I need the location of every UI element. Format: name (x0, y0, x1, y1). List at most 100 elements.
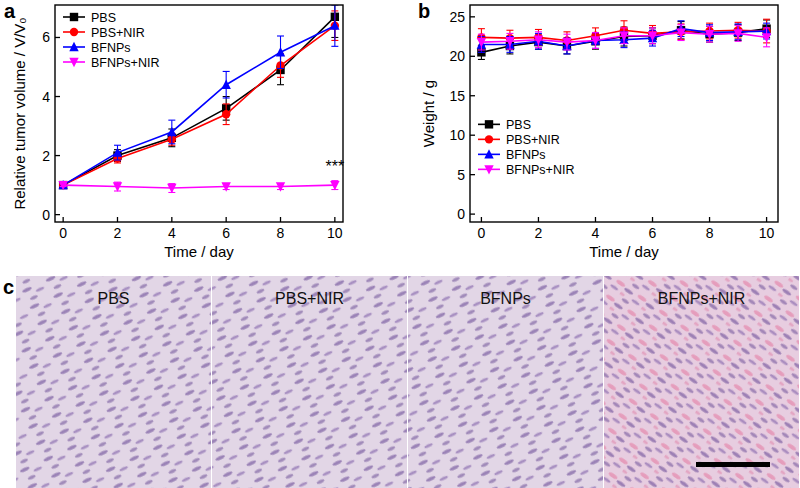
marker (562, 38, 571, 47)
error-cap (621, 27, 628, 28)
series-line (63, 17, 335, 185)
x-tick (709, 217, 710, 222)
x-tick-label: 10 (327, 225, 343, 241)
plot-area (58, 5, 339, 193)
legend-marker (69, 58, 78, 67)
error-cap (678, 20, 685, 21)
y-tick-label: 25 (449, 9, 465, 25)
y-tick-label: 15 (449, 88, 465, 104)
error-cap (621, 20, 628, 21)
error-cap (168, 146, 175, 147)
marker (113, 182, 122, 191)
series-line (481, 29, 766, 53)
error-cap (563, 53, 570, 54)
error-cap (735, 22, 742, 23)
error-cap (114, 145, 121, 146)
marker (648, 32, 657, 41)
annotation: *** (326, 158, 345, 175)
error-cap (535, 47, 542, 48)
marker (221, 182, 230, 191)
legend: PBSPBS+NIRBFNPsBFNPs+NIR (63, 11, 159, 70)
marker (167, 184, 176, 193)
marker (733, 29, 742, 38)
error-cap (621, 47, 628, 48)
y-tick-label: 6 (42, 29, 50, 45)
marker (591, 36, 600, 45)
error-cap (592, 32, 599, 33)
legend-label: BFNPs+NIR (506, 163, 574, 177)
error-cap (649, 43, 656, 44)
error-cap (168, 145, 175, 146)
y-axis-title: Relative tumor volume / V/V₀ (11, 17, 28, 209)
marker (331, 21, 339, 29)
chart: a02468100246Time / dayRelative tumor vol… (4, 0, 344, 260)
marker (58, 181, 67, 190)
x-tick (538, 217, 539, 222)
legend-marker (70, 13, 78, 21)
y-tick (55, 37, 60, 38)
x-tick-label: 2 (114, 225, 122, 241)
error-cap (277, 84, 284, 85)
error-cap (563, 31, 570, 32)
error-cap (478, 59, 485, 60)
error-cap (706, 26, 713, 27)
error-cap (223, 124, 230, 125)
image-caption: PBS (97, 290, 129, 307)
marker (705, 30, 714, 39)
error-cap (706, 24, 713, 25)
error-cap (478, 28, 485, 29)
marker (534, 36, 543, 45)
image-caption: BFNPs+NIR (658, 290, 746, 307)
error-cap (678, 40, 685, 41)
marker (276, 47, 285, 56)
plot-area (477, 19, 772, 59)
error-cap (563, 49, 570, 50)
legend-label: BFNPs (91, 41, 131, 55)
x-tick (226, 217, 227, 222)
marker (221, 80, 230, 89)
series-line (481, 29, 766, 46)
y-tick (470, 95, 475, 96)
error-cap (478, 52, 485, 53)
marker (113, 147, 122, 156)
histology-image (408, 276, 603, 488)
x-tick (171, 217, 172, 222)
legend-marker (484, 165, 493, 174)
error-cap (649, 27, 656, 28)
error-cap (277, 77, 284, 78)
error-cap (592, 48, 599, 49)
x-tick (280, 217, 281, 222)
x-axis-title: Time / day (164, 243, 234, 260)
panel-label: b (418, 0, 430, 22)
error-cap (331, 46, 338, 47)
histology-image (604, 276, 799, 488)
x-tick (63, 217, 64, 222)
legend-marker (485, 120, 493, 128)
error-cap (706, 42, 713, 43)
legend-label: PBS (506, 118, 531, 132)
error-cap (763, 23, 770, 24)
error-cap (706, 26, 713, 27)
marker (276, 182, 285, 191)
error-cap (735, 23, 742, 24)
y-tick (470, 16, 475, 17)
error-cap (735, 25, 742, 26)
series-line (63, 185, 335, 188)
x-tick-label: 2 (535, 225, 543, 241)
marker (619, 32, 628, 41)
x-tick-label: 10 (759, 225, 775, 241)
error-cap (506, 33, 513, 34)
y-axis-title: Weight / g (420, 80, 437, 147)
error-cap (735, 41, 742, 42)
error-cap (168, 143, 175, 144)
error-cap (592, 27, 599, 28)
marker (167, 127, 176, 136)
panel-label: c (3, 276, 14, 298)
histology-image (16, 276, 211, 488)
marker (534, 36, 543, 45)
x-tick-label: 6 (649, 225, 657, 241)
legend: PBSPBS+NIRBFNPsBFNPs+NIR (478, 118, 574, 177)
x-tick-label: 8 (277, 225, 285, 241)
legend-marker (70, 28, 78, 36)
x-axis-title: Time / day (589, 243, 659, 260)
